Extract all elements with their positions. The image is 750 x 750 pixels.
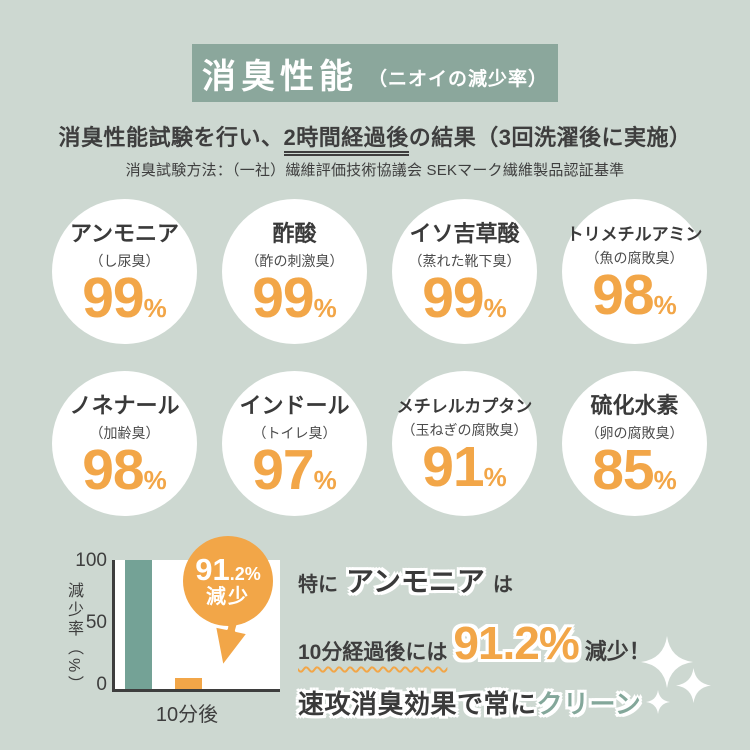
odor-source: （し尿臭） xyxy=(89,253,160,270)
odor-name: アンモニア xyxy=(69,221,180,247)
odor-name: イソ吉草酸 xyxy=(409,221,520,247)
odor-source: （魚の腐敗臭） xyxy=(585,249,684,266)
odor-value: 98% xyxy=(82,438,167,503)
bar-after-10min xyxy=(175,677,202,689)
odor-name: メチレルカプタン xyxy=(396,396,533,416)
copy-line2-post: 減少！ xyxy=(584,639,651,664)
odor-value: 99% xyxy=(422,266,507,331)
badge-label: 減少 xyxy=(206,585,250,608)
odor-value: 91% xyxy=(422,434,507,499)
odor-stat-acetic-acid: 酢酸 （酢の刺激臭） 99% xyxy=(222,199,367,344)
y-tick-100: 100 xyxy=(75,550,107,571)
odor-stats-grid: アンモニア （し尿臭） 99% 酢酸 （酢の刺激臭） 99% イソ吉草酸 （蒸れ… xyxy=(52,199,707,516)
y-tick-0: 0 xyxy=(96,674,107,695)
sparkle-icon xyxy=(641,636,693,688)
odor-source: （蒸れた靴下臭） xyxy=(408,253,521,270)
test-result-line: 消臭性能試験を行い、2時間経過後の結果（3回洗濯後に実施） xyxy=(0,120,750,156)
badge-value: 91.2% xyxy=(195,552,261,588)
odor-stat-trimethylamine: トリメチルアミン （魚の腐敗臭） 98% xyxy=(562,199,707,344)
odor-value: 99% xyxy=(252,266,337,331)
copy-line-1: 特に アンモニア は xyxy=(298,560,718,600)
bar-initial xyxy=(125,560,152,689)
intro-post: の結果（3回洗濯後に実施） xyxy=(408,125,692,150)
copy-line2-pre: 10分経過後には xyxy=(298,641,448,664)
reduction-badge: 91.2% 減少 xyxy=(183,536,273,626)
odor-source: （加齢臭） xyxy=(89,425,160,442)
odor-stat-indole: インドール （トイレ臭） 97% xyxy=(222,371,367,516)
sparkle-icon xyxy=(676,668,711,703)
odor-stat-ammonia: アンモニア （し尿臭） 99% xyxy=(52,199,197,344)
chart-y-axis-label: 減少率（%） xyxy=(65,582,82,695)
odor-name: トリメチルアミン xyxy=(566,224,703,244)
copy-line2-value: 91.2% xyxy=(453,617,579,669)
odor-name: 硫化水素 xyxy=(590,393,679,419)
odor-value: 98% xyxy=(592,262,677,327)
odor-value: 85% xyxy=(592,438,677,503)
intro-pre: 消臭性能試験を行い、 xyxy=(58,125,284,150)
highlight-copy: 特に アンモニア は 10分経過後には 91.2% 減少！ 速攻消臭効果で常にク… xyxy=(298,560,718,721)
copy-line1-pre: 特に xyxy=(298,574,338,596)
copy-line1-post: は xyxy=(492,574,513,596)
odor-value: 99% xyxy=(82,266,167,331)
page-subtitle: （ニオイの減少率） xyxy=(367,69,548,90)
copy-line3-main: 速攻消臭効果で常に xyxy=(298,689,537,719)
copy-line3-accent: クリーン xyxy=(536,689,642,719)
odor-value: 97% xyxy=(252,438,337,503)
odor-stat-hydrogen-sulfide: 硫化水素 （卵の腐敗臭） 85% xyxy=(562,371,707,516)
odor-stat-methyl-mercaptan: メチレルカプタン （玉ねぎの腐敗臭） 91% xyxy=(392,371,537,516)
reduction-rate-chart: 減少率（%） 100 50 0 91.2% 減少 10分後 xyxy=(55,536,290,727)
copy-line-3: 速攻消臭効果で常に クリーン xyxy=(298,684,718,721)
odor-name: 酢酸 xyxy=(272,221,317,247)
test-method-note: 消臭試験方法：（一社）繊維評価技術協議会 SEKマーク繊維製品認証基準 xyxy=(125,162,625,179)
copy-line1-emphasis: アンモニア xyxy=(346,566,485,597)
odor-name: ノネナール xyxy=(69,393,180,419)
odor-source: （トイレ臭） xyxy=(252,425,337,442)
odor-source: （酢の刺激臭） xyxy=(245,253,344,270)
odor-stat-nonenal: ノネナール （加齢臭） 98% xyxy=(52,371,197,516)
x-axis-label: 10分後 xyxy=(155,704,219,726)
odor-stat-isovaleric-acid: イソ吉草酸 （蒸れた靴下臭） 99% xyxy=(392,199,537,344)
page-title: 消臭性能 xyxy=(201,57,358,96)
copy-line-2: 10分経過後には 91.2% 減少！ xyxy=(298,616,718,670)
odor-source: （卵の腐敗臭） xyxy=(585,425,684,442)
odor-name: インドール xyxy=(239,393,350,419)
sparkle-icon xyxy=(646,690,670,714)
intro-underlined: 2時間経過後 xyxy=(283,125,409,156)
odor-source: （玉ねぎの腐敗臭） xyxy=(401,421,528,438)
y-tick-50: 50 xyxy=(85,612,107,633)
header-band: 消臭性能 （ニオイの減少率） xyxy=(192,44,558,102)
